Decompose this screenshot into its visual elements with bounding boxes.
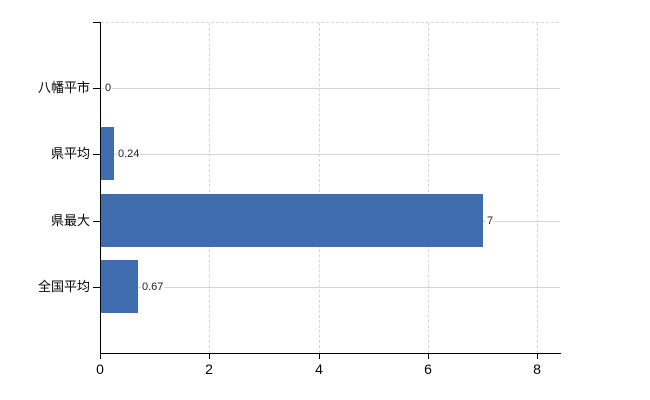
value-label: 0.24 (117, 146, 141, 162)
gridline-horizontal (101, 287, 560, 288)
y-tick-mark (93, 287, 100, 288)
gridline-horizontal (101, 88, 560, 89)
y-tick-mark (93, 88, 100, 89)
bar (101, 260, 138, 313)
x-axis-line (100, 353, 561, 354)
bar (101, 127, 114, 180)
y-axis-top-tick (93, 22, 100, 23)
x-tick-mark (319, 353, 320, 359)
x-tick-label: 4 (315, 361, 323, 377)
category-label: 八幡平市 (37, 80, 90, 95)
y-tick-mark (93, 154, 100, 155)
bar (101, 194, 483, 247)
x-tick-label: 2 (205, 361, 213, 377)
value-label: 7 (486, 213, 495, 229)
gridline-vertical (428, 23, 429, 353)
value-label: 0.67 (141, 279, 165, 295)
y-axis-line (100, 22, 101, 354)
category-label: 全国平均 (37, 279, 90, 294)
x-tick-label: 6 (424, 361, 432, 377)
category-label: 県最大 (50, 213, 90, 228)
value-label: 0 (104, 80, 113, 96)
gridline-vertical (319, 23, 320, 353)
gridline-horizontal (101, 154, 560, 155)
category-label: 県平均 (50, 146, 90, 161)
plot-top-border (101, 22, 559, 23)
x-tick-mark (537, 353, 538, 359)
x-tick-label: 8 (533, 361, 541, 377)
gridline-vertical (537, 23, 538, 353)
x-tick-mark (100, 353, 101, 359)
x-tick-mark (428, 353, 429, 359)
x-tick-mark (209, 353, 210, 359)
y-tick-mark (93, 221, 100, 222)
x-tick-label: 0 (96, 361, 104, 377)
gridline-vertical (209, 23, 210, 353)
